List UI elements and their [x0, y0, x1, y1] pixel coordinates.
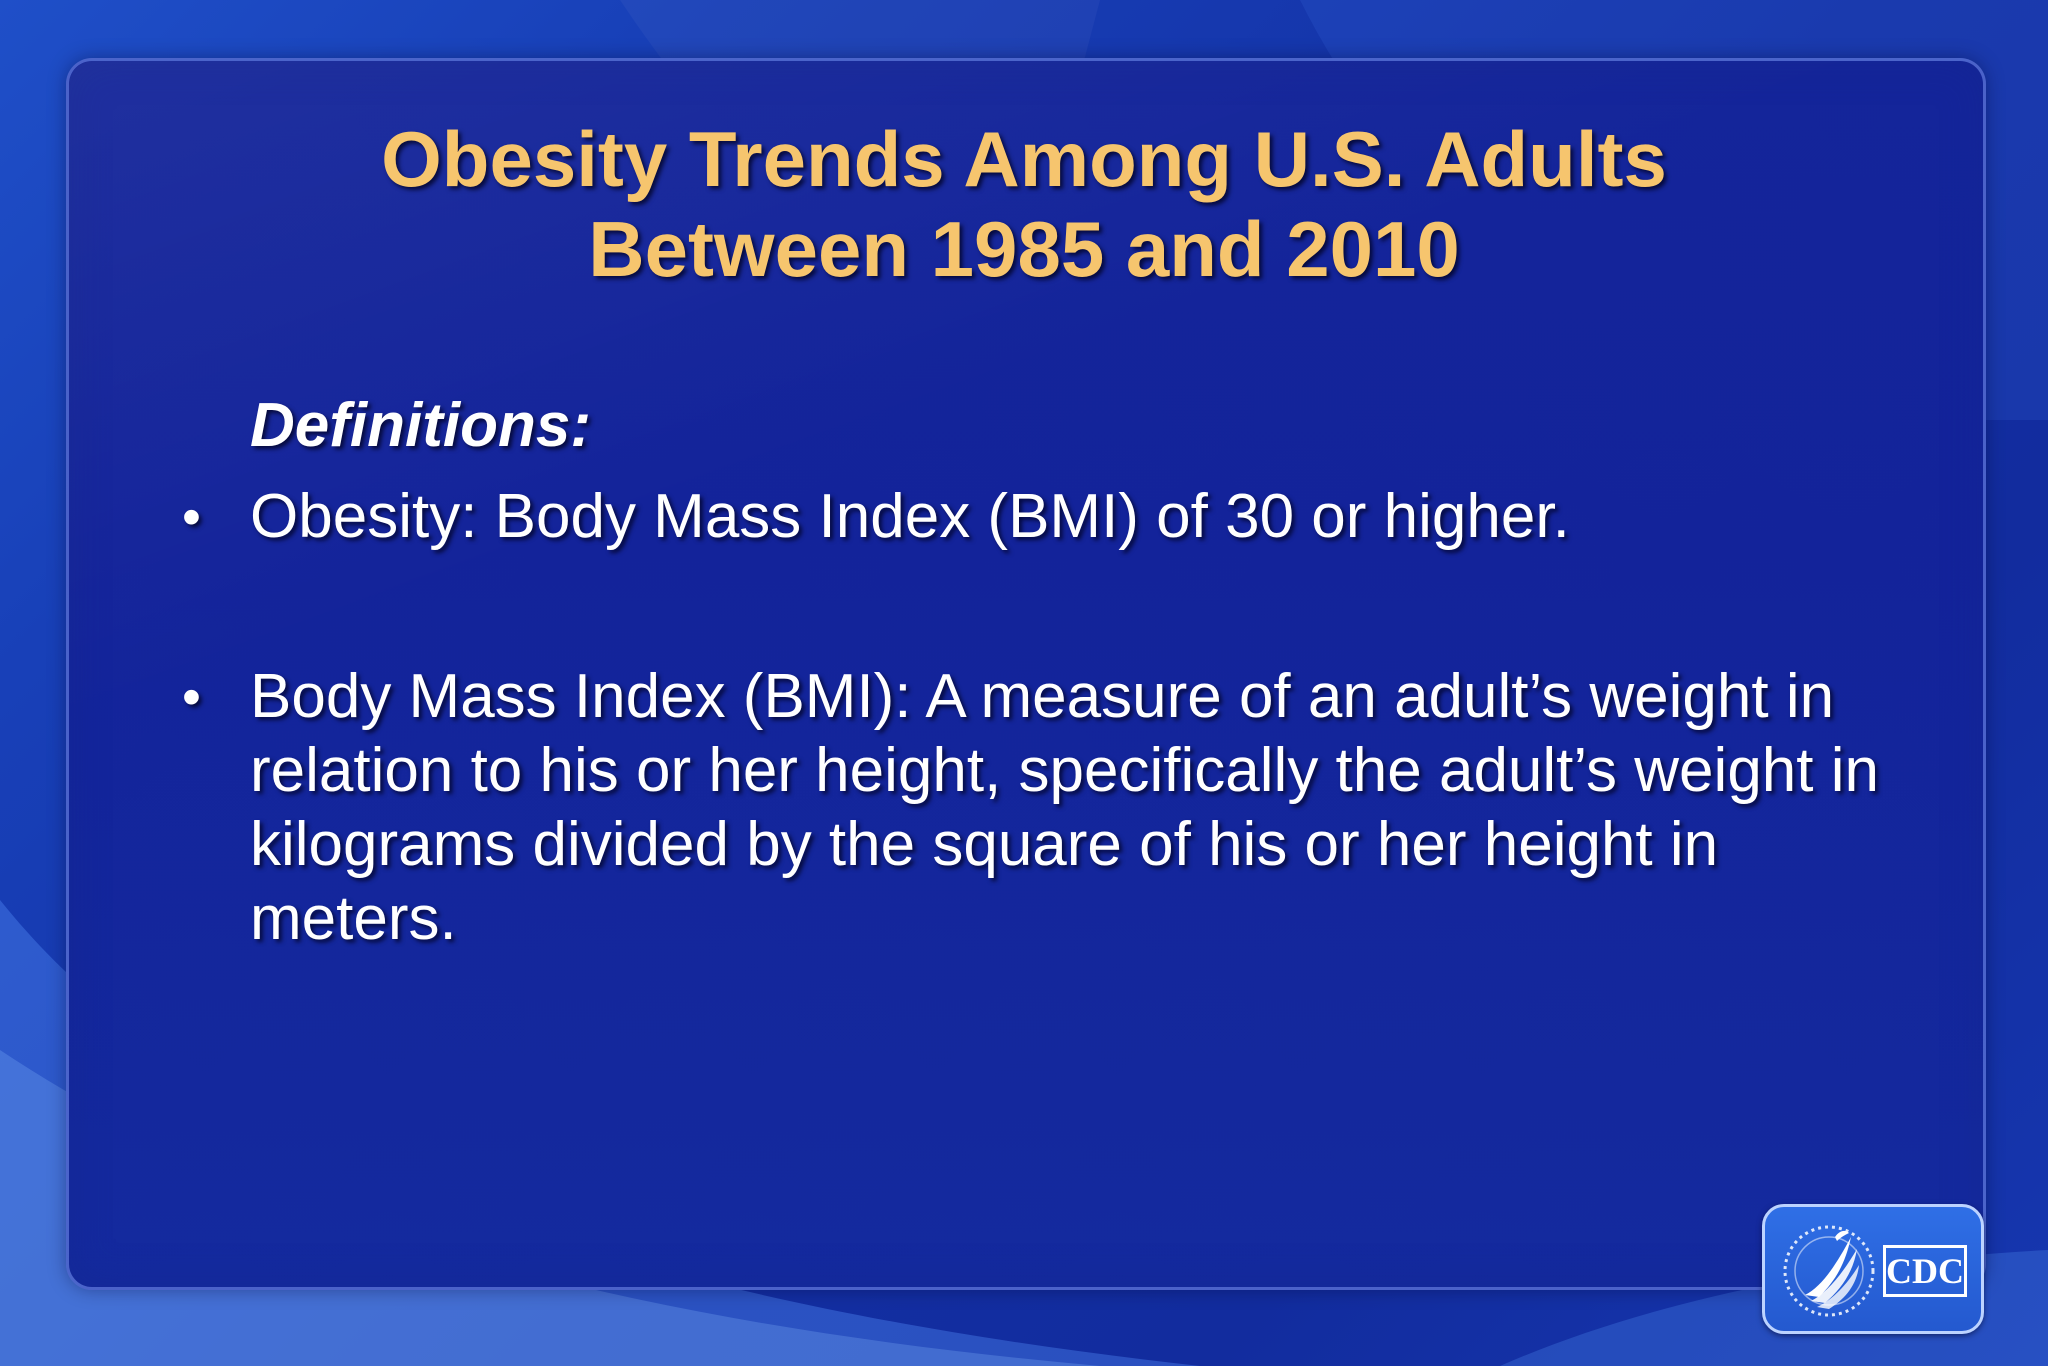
definitions-list: • Obesity: Body Mass Index (BMI) of 30 o…: [180, 480, 1880, 956]
bullet-marker: •: [182, 667, 201, 727]
definitions-heading: Definitions:: [250, 391, 591, 460]
definition-bullet-bmi: • Body Mass Index (BMI): A measure of an…: [180, 660, 1880, 956]
cdc-logo: CDC: [1762, 1204, 1984, 1334]
definition-bullet-obesity: • Obesity: Body Mass Index (BMI) of 30 o…: [180, 480, 1880, 554]
title-line-2: Between 1985 and 2010: [588, 205, 1460, 293]
bullet-marker: •: [182, 487, 201, 547]
title-line-1: Obesity Trends Among U.S. Adults: [381, 115, 1667, 203]
definition-text-obesity: Obesity: Body Mass Index (BMI) of 30 or …: [250, 482, 1570, 551]
definition-text-bmi: Body Mass Index (BMI): A measure of an a…: [250, 662, 1879, 953]
slide-title: Obesity Trends Among U.S. Adults Between…: [0, 114, 2048, 294]
cdc-wordmark: CDC: [1883, 1245, 1967, 1297]
hhs-eagle-seal-icon: [1783, 1225, 1875, 1317]
